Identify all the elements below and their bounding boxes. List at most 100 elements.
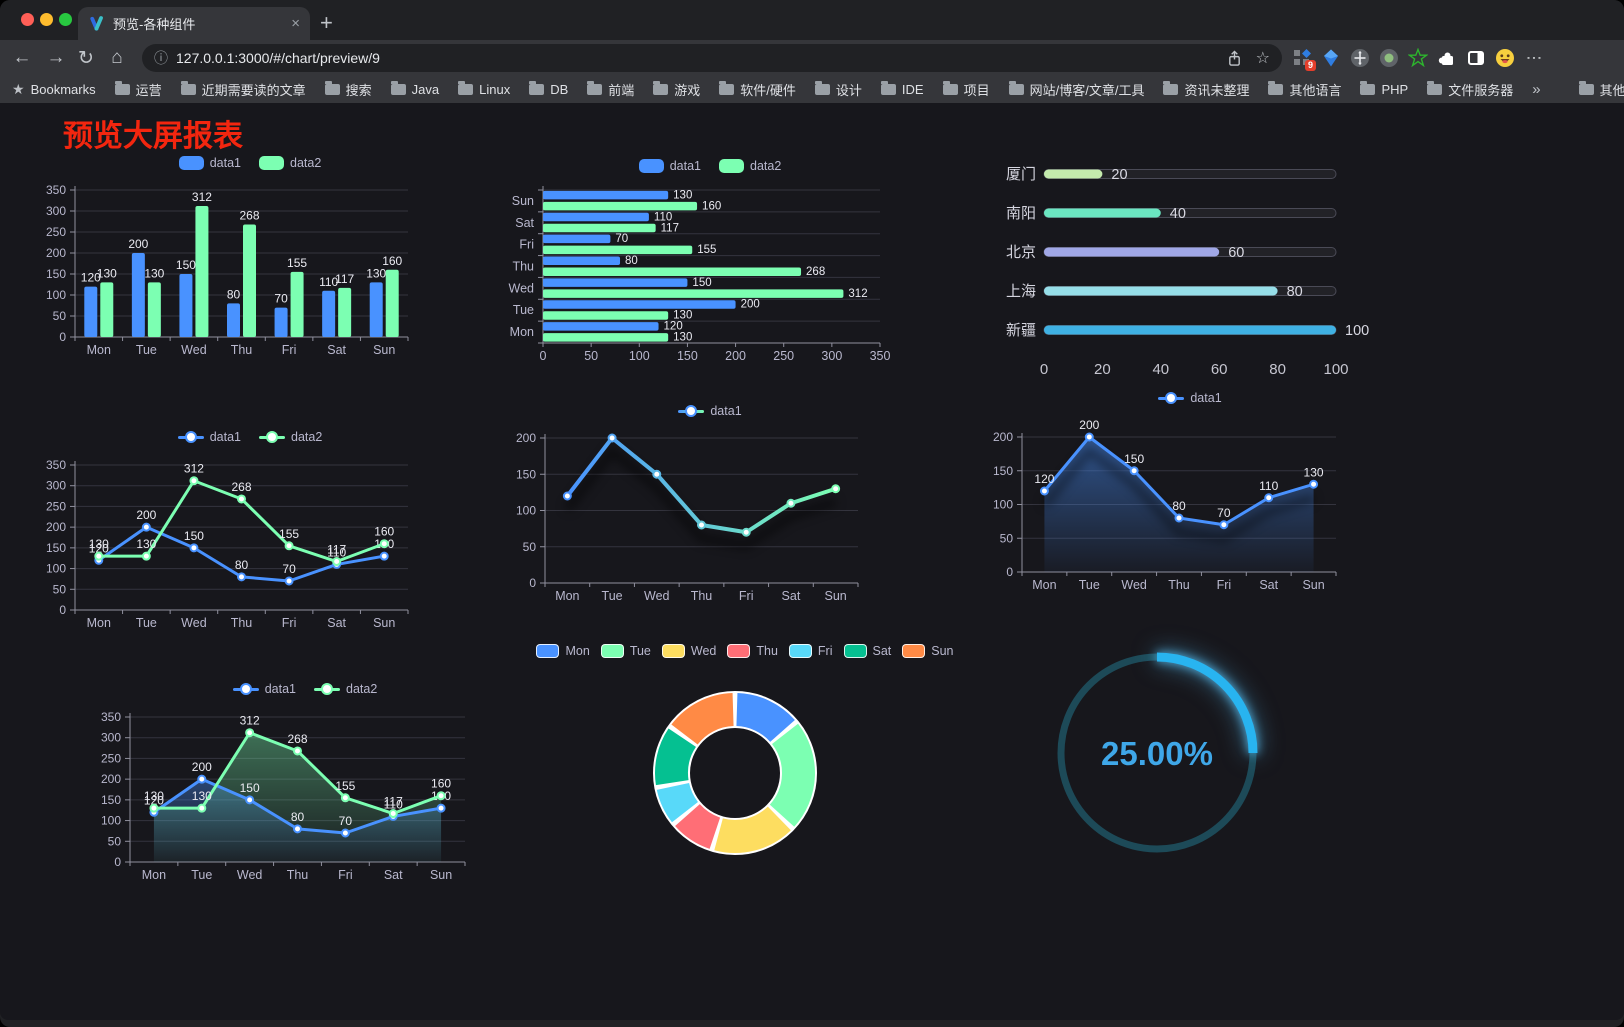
legend-item-data2[interactable]: data2 [719, 159, 781, 173]
legend-item-Thu[interactable]: Thu [727, 644, 778, 658]
svg-text:268: 268 [231, 480, 251, 494]
svg-text:Thu: Thu [691, 589, 713, 603]
svg-text:50: 50 [584, 349, 598, 363]
extension-expand-icon[interactable] [1350, 48, 1370, 68]
bookmark-folder[interactable]: PHP [1360, 81, 1408, 97]
bookmarks-overflow-chevron[interactable]: » [1532, 81, 1541, 98]
bookmark-folder[interactable]: 网站/博客/文章/工具 [1008, 80, 1144, 99]
new-tab-button[interactable]: + [320, 10, 333, 35]
bookmark-folder[interactable]: IDE [880, 81, 924, 97]
back-icon[interactable]: ← [12, 47, 32, 68]
browser-menu-icon[interactable]: ⋮ [1525, 50, 1542, 66]
svg-text:Mon: Mon [87, 616, 111, 630]
browser-tab[interactable]: 预览-各种组件 × [78, 7, 310, 40]
bookmark-folder[interactable]: 搜索 [324, 80, 372, 99]
svg-text:Tue: Tue [191, 868, 212, 882]
svg-text:110: 110 [654, 211, 672, 223]
legend-item-data2[interactable]: data2 [259, 430, 322, 444]
legend-item-data1[interactable]: data1 [638, 159, 701, 173]
bookmark-folder[interactable]: 其他语言 [1268, 80, 1341, 99]
svg-text:70: 70 [615, 233, 628, 245]
legend-item-data1[interactable]: data1 [232, 682, 296, 696]
bookmark-folder[interactable]: Linux [458, 81, 510, 97]
bookmark-folder[interactable]: 项目 [942, 80, 990, 99]
extension-puzzle-icon[interactable] [1437, 48, 1457, 68]
legend-item-data2[interactable]: data2 [314, 682, 377, 696]
chart-bar-horizontal[interactable]: Sun Sat Fri Thu Wed Tue Mon 0 50 100 150 200 250 300 3… [500, 150, 920, 370]
svg-text:350: 350 [46, 183, 66, 197]
legend-item-data2[interactable]: data2 [259, 156, 321, 170]
folder-icon [390, 81, 406, 95]
tab-close-icon[interactable]: × [291, 15, 300, 32]
chart-gauge-progress[interactable]: 25.00% [1045, 645, 1270, 865]
extension-diamond-icon[interactable] [1321, 48, 1341, 68]
legend-item-data1[interactable]: data1 [177, 430, 241, 444]
bookmark-folder[interactable]: 前端 [587, 80, 634, 99]
bookmark-folder[interactable]: 游戏 [653, 80, 700, 99]
extension-grid-icon[interactable]: 9 [1292, 48, 1316, 71]
svg-text:Thu: Thu [231, 343, 253, 357]
bookmark-folder[interactable]: 近期需要读的文章 [180, 80, 306, 99]
maximize-window-button[interactable] [59, 13, 72, 26]
svg-text:Sat: Sat [1259, 578, 1278, 592]
legend-item-data1[interactable]: data1 [1158, 391, 1222, 405]
legend-item-Wed[interactable]: Wed [661, 644, 716, 658]
bookmark-folder[interactable]: Java [390, 81, 439, 97]
svg-text:268: 268 [806, 266, 825, 278]
chart-line-two-series[interactable]: 0 50 100 150 200 250 300 350 Mon Tue Wed Thu Fri Sat S… [40, 420, 460, 640]
legend-item-Sun[interactable]: Sun [902, 644, 954, 658]
legend-item-data1[interactable]: data1 [678, 404, 742, 418]
legend-item-Tue[interactable]: Tue [600, 644, 651, 658]
extension-record-icon[interactable] [1379, 48, 1399, 68]
bookmark-star-icon[interactable]: ☆ [1255, 50, 1270, 67]
bookmark-folder[interactable]: DB [529, 81, 568, 97]
bookmark-folder[interactable]: 资讯未整理 [1163, 80, 1249, 99]
svg-text:Fri: Fri [282, 343, 297, 357]
share-icon[interactable] [1227, 49, 1242, 67]
extension-badge: 9 [1304, 60, 1316, 71]
svg-text:Sat: Sat [327, 616, 346, 630]
svg-text:155: 155 [335, 779, 355, 793]
svg-text:70: 70 [274, 292, 288, 306]
svg-text:Thu: Thu [287, 868, 309, 882]
svg-text:150: 150 [516, 467, 536, 481]
minimize-window-button[interactable] [40, 13, 53, 26]
site-info-icon[interactable]: ⓘ [154, 50, 168, 66]
extension-sidebar-icon[interactable] [1466, 48, 1486, 68]
c8-canvas [653, 691, 817, 855]
bookmark-folder[interactable]: 软件/硬件 [719, 80, 796, 99]
svg-text:200: 200 [993, 430, 1013, 444]
address-bar[interactable]: ⓘ 127.0.0.1:3000/#/chart/preview/9 ☆ [142, 44, 1282, 72]
svg-text:120: 120 [144, 793, 164, 807]
forward-icon[interactable]: → [46, 47, 66, 68]
chart-line-gradient[interactable]: 0 50 100 150 200 Mon Tue Wed Thu Fri Sat Sun data1 [500, 393, 920, 618]
bookmark-folder[interactable]: 运营 [114, 80, 162, 99]
legend-item-Fri[interactable]: Fri [788, 644, 833, 658]
chart-bar-vertical[interactable]: 0 50 100 150 200 250 300 350 Mon Tue Wed Thu Fri Sat S… [40, 148, 460, 368]
bookmark-folder[interactable]: 设计 [814, 80, 862, 99]
svg-text:Wed: Wed [181, 616, 207, 630]
legend-item-Sat[interactable]: Sat [843, 644, 891, 658]
other-bookmarks[interactable]: 其他书签 [1578, 80, 1624, 99]
home-icon[interactable]: ⌂ [111, 47, 123, 68]
svg-text:0: 0 [1040, 361, 1048, 378]
extension-star-icon[interactable] [1407, 47, 1429, 68]
bookmarks-root[interactable]: ★ Bookmarks [12, 81, 96, 97]
chart-area-two-series[interactable]: 0 50 100 150 200 250 300 350 Mon Tue Wed Thu Fri Sat S… [95, 672, 515, 892]
svg-text:Mon: Mon [555, 589, 579, 603]
legend-item-Mon[interactable]: Mon [536, 644, 590, 658]
folder-icon [587, 81, 603, 95]
svg-text:Sat: Sat [327, 343, 346, 357]
chart-progress-bars[interactable]: 厦门 20 南阳 40 北京 60 上海 80 新疆 100 0 20 40 60 80 100 [990, 150, 1410, 390]
bookmark-folder[interactable]: 文件服务器 [1427, 80, 1513, 99]
close-window-button[interactable] [21, 13, 34, 26]
legend-item-data1[interactable]: data1 [178, 156, 241, 170]
chart-area-single[interactable]: 0 50 100 150 200 Mon Tue Wed Thu Fri Sat Sun 120 200 1… [980, 385, 1400, 600]
svg-text:80: 80 [235, 558, 249, 572]
svg-text:80: 80 [1269, 361, 1286, 378]
chart-donut[interactable]: Mon Tue Wed Thu Fri Sat Sun [536, 638, 954, 883]
reload-icon[interactable]: ↻ [78, 47, 94, 69]
extension-emoji-icon[interactable] [1495, 48, 1515, 68]
svg-text:70: 70 [339, 814, 353, 828]
svg-text:25.00%: 25.00% [1101, 735, 1213, 772]
